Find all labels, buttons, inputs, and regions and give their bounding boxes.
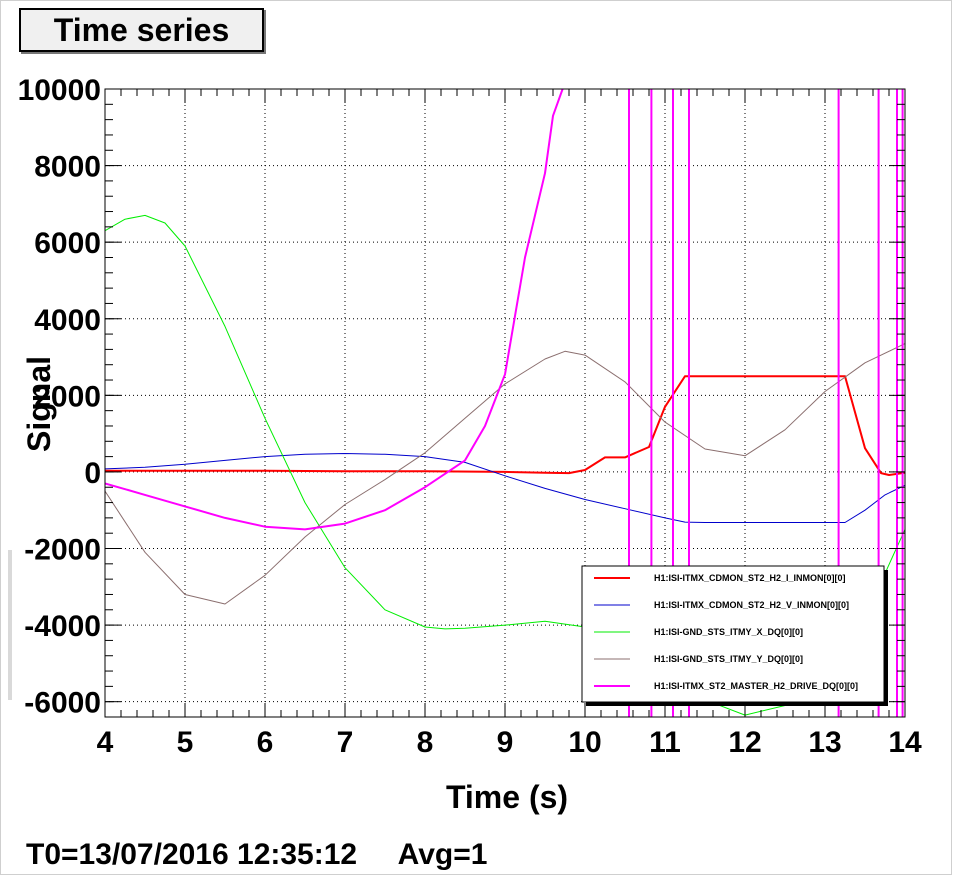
y-tick-label: 4000 [34, 304, 101, 337]
y-axis-title: Signal [21, 356, 57, 452]
y-tick-label: 2000 [34, 380, 101, 413]
x-tick-label: 5 [177, 726, 194, 759]
legend-entry-2: H1:ISI-ITMX_CDMON_ST2_H2_V_INMON[0][0] [654, 600, 849, 610]
x-tick-label: 11 [649, 726, 681, 759]
x-tick-label: 8 [417, 726, 434, 759]
y-tick-label: 0 [84, 457, 101, 490]
legend-entry-3: H1:ISI-GND_STS_ITMY_X_DQ[0][0] [654, 627, 803, 637]
axes: 4 5 6 7 8 9 10 11 12 13 14 -6000 -4000 -2000 0 2000 4000… [18, 74, 922, 815]
y-tick-label: 10000 [18, 74, 101, 107]
y-tick-label: -2000 [24, 534, 101, 567]
x-tick-label: 9 [497, 726, 514, 759]
legend-entry-4: H1:ISI-GND_STS_ITMY_Y_DQ[0][0] [654, 654, 803, 664]
x-tick-label: 10 [568, 726, 601, 759]
left-scroll-stub [8, 550, 12, 700]
x-tick-label: 14 [888, 726, 922, 759]
y-tick-label: -4000 [24, 610, 101, 643]
time-series-button[interactable]: Time series [19, 8, 264, 52]
x-axis-title: Time (s) [446, 779, 568, 815]
y-tick-label: 8000 [34, 151, 101, 184]
y-tick-label: -6000 [24, 687, 101, 720]
legend-entry-5: H1:ISI-ITMX_ST2_MASTER_H2_DRIVE_DQ[0][0] [654, 681, 858, 691]
legend: H1:ISI-ITMX_CDMON_ST2_H2_I_INMON[0][0] H1… [581, 565, 888, 706]
x-tick-label: 6 [257, 726, 274, 759]
x-tick-label: 7 [337, 726, 354, 759]
x-tick-label: 13 [808, 726, 841, 759]
t0-timestamp: T0=13/07/2016 12:35:12 [26, 838, 358, 871]
x-tick-label: 4 [97, 726, 114, 759]
series-line-4 [105, 343, 905, 605]
avg-count: Avg=1 [397, 838, 488, 871]
y-tick-label: 6000 [34, 227, 101, 260]
x-tick-label: 12 [728, 726, 761, 759]
series-line-5 [105, 89, 564, 531]
series-line-2 [105, 453, 905, 523]
legend-box [581, 565, 885, 703]
footer-status: T0=13/07/2016 12:35:12 Avg=1 [26, 838, 487, 872]
legend-entry-1: H1:ISI-ITMX_CDMON_ST2_H2_I_INMON[0][0] [654, 573, 846, 583]
series-line-3 [105, 214, 905, 716]
